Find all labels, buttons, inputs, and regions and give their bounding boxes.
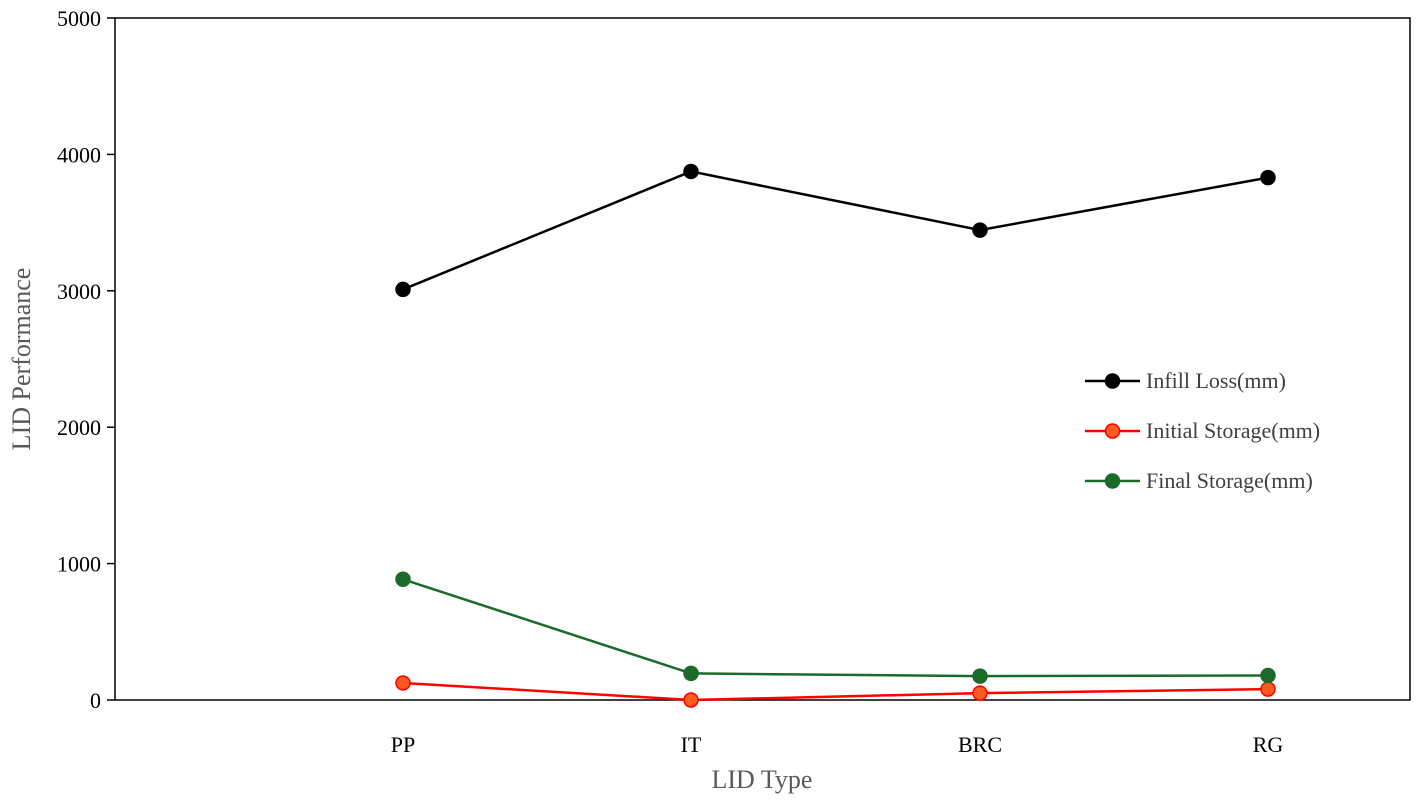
series-3 xyxy=(395,571,1276,684)
x-tick-label: BRC xyxy=(958,732,1002,757)
data-point xyxy=(1260,681,1276,697)
legend-marker xyxy=(1104,473,1121,489)
y-tick-label: 1000 xyxy=(57,552,101,577)
legend-entry: Final Storage(mm) xyxy=(1085,468,1313,493)
y-tick-label: 0 xyxy=(90,688,101,713)
y-tick-label: 2000 xyxy=(57,415,101,440)
series-layer xyxy=(395,163,1276,708)
data-point xyxy=(972,668,988,684)
series-2 xyxy=(395,675,1276,708)
series-line xyxy=(402,170,1269,291)
legend-label: Final Storage(mm) xyxy=(1146,468,1313,493)
x-axis-title: LID Type xyxy=(712,765,813,794)
series-line xyxy=(402,578,1269,678)
y-tick-label: 4000 xyxy=(57,142,101,167)
series-1 xyxy=(395,163,1276,298)
data-point xyxy=(683,665,699,682)
legend-marker xyxy=(1104,423,1121,439)
data-point xyxy=(395,675,411,691)
data-point xyxy=(395,571,411,588)
legend-entry: Infill Loss(mm) xyxy=(1085,368,1286,393)
x-tick-label: PP xyxy=(391,732,415,757)
x-axis: PP IT BRC RG xyxy=(391,732,1284,757)
y-axis-title: LID Performance xyxy=(7,268,36,451)
plot-area xyxy=(114,17,1411,701)
y-tick-label: 3000 xyxy=(57,279,101,304)
data-point xyxy=(1260,667,1276,684)
series-line xyxy=(402,681,1269,702)
x-tick-label: IT xyxy=(681,732,702,757)
y-tick-label: 5000 xyxy=(57,6,101,31)
data-point xyxy=(972,222,988,238)
data-point xyxy=(683,692,699,708)
data-point xyxy=(683,163,699,180)
data-point xyxy=(1260,169,1276,186)
legend-label: Infill Loss(mm) xyxy=(1146,368,1286,393)
legend: Infill Loss(mm) Initial Storage(mm) Final … xyxy=(1085,368,1320,493)
data-point xyxy=(395,281,411,298)
data-point xyxy=(972,685,988,701)
x-tick-label: RG xyxy=(1253,732,1284,757)
y-axis: 0 1000 2000 3000 4000 5000 xyxy=(57,6,115,713)
legend-label: Initial Storage(mm) xyxy=(1146,418,1320,443)
legend-marker xyxy=(1104,373,1121,389)
legend-entry: Initial Storage(mm) xyxy=(1085,418,1320,443)
